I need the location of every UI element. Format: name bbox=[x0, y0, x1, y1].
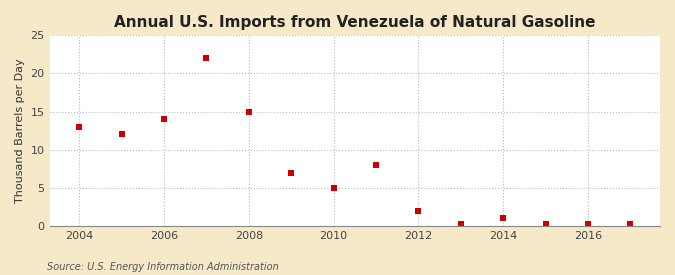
Title: Annual U.S. Imports from Venezuela of Natural Gasoline: Annual U.S. Imports from Venezuela of Na… bbox=[114, 15, 595, 30]
Text: Source: U.S. Energy Information Administration: Source: U.S. Energy Information Administ… bbox=[47, 262, 279, 272]
Y-axis label: Thousand Barrels per Day: Thousand Barrels per Day bbox=[15, 58, 25, 203]
